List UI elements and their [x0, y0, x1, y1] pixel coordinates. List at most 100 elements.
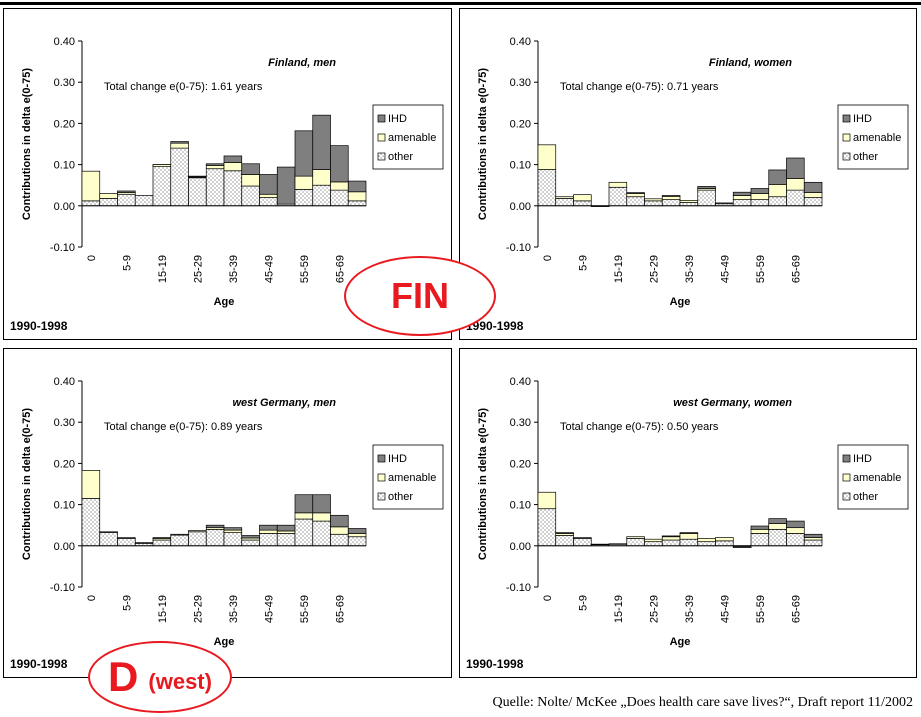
bar-amenable [661, 536, 681, 541]
bar-ihd [679, 532, 699, 534]
fin-stamp: FIN [344, 256, 496, 336]
x-tick-label: 0 [86, 255, 98, 261]
x-tick-label: 45-49 [263, 595, 275, 623]
x-tick-label: 0 [542, 595, 554, 601]
y-tick-label: 0.30 [510, 77, 531, 89]
bar-other [99, 532, 118, 547]
bar-ihd [223, 527, 243, 531]
legend-swatch-amenable [377, 133, 386, 142]
bar-other [679, 538, 699, 547]
x-tick-label: 55-59 [299, 255, 311, 283]
y-axis-label: Contributions in delta e(0-75) [477, 68, 489, 221]
bar-other [81, 200, 101, 207]
bar-other [786, 189, 805, 207]
total-change-annotation: Total change e(0-75): 1.61 years [104, 81, 263, 93]
bar-amenable [555, 196, 574, 199]
bar-ihd [786, 157, 805, 179]
y-tick-label: -0.10 [506, 582, 531, 594]
bar-ihd [750, 525, 770, 530]
bar-other [117, 193, 136, 207]
bar-amenable [223, 162, 243, 172]
y-tick-label: -0.10 [506, 242, 531, 254]
bar-amenable [81, 170, 101, 202]
bar-other [732, 199, 752, 207]
chart-west-germany-men: -0.10 0.00 0.10 0.20 0.30 0.40 Contributions i… [21, 376, 444, 648]
bar-other [312, 184, 331, 207]
bar-ihd [241, 163, 260, 175]
x-axis-label: Age [214, 296, 235, 308]
chart-west-germany-women: -0.10 0.00 0.10 0.20 0.30 0.40 Contributions i… [477, 376, 909, 648]
x-tick-label: 65-69 [334, 595, 346, 623]
x-tick-label: 55-59 [755, 255, 767, 283]
y-tick-label: 0.40 [510, 376, 531, 388]
legend-label-amenable: amenable [853, 472, 901, 484]
d-stamp-sub-label: (west) [148, 669, 212, 694]
bar-amenable [715, 202, 734, 205]
bar-amenable [99, 193, 118, 199]
legend-swatch-ihd [842, 454, 851, 463]
bar-amenable [732, 195, 752, 200]
bar-other [768, 528, 787, 547]
bar-other [81, 498, 101, 547]
bar-amenable [626, 193, 645, 198]
bar-amenable [608, 543, 628, 545]
bar-amenable [347, 533, 367, 538]
x-tick-label: 45-49 [719, 595, 731, 623]
bar-other [537, 169, 557, 207]
fin-stamp-label: FIN [391, 275, 449, 316]
y-tick-label: 0.30 [54, 77, 75, 89]
bar-amenable [573, 537, 592, 539]
bar-ihd [259, 174, 278, 195]
bar-amenable [768, 523, 787, 530]
period-label: 1990-1998 [466, 657, 524, 671]
x-tick-label: 55-59 [755, 595, 767, 623]
legend-swatch-ihd [377, 114, 386, 123]
legend-label-other: other [388, 491, 413, 503]
bar-amenable [276, 530, 296, 534]
bar-other [644, 200, 663, 207]
y-tick-label: 0.00 [510, 201, 531, 213]
bar-other [644, 541, 663, 547]
chart-title: Finland, women [709, 57, 792, 69]
bar-other [537, 508, 557, 547]
bar-other [241, 539, 260, 547]
bar-other [803, 197, 823, 207]
bar-amenable [152, 164, 172, 168]
bar-other [134, 195, 154, 207]
bar-amenable [188, 530, 207, 533]
bar-amenable [608, 181, 628, 188]
y-tick-label: 0.10 [510, 500, 531, 512]
total-change-annotation: Total change e(0-75): 0.71 years [560, 81, 719, 93]
x-axis-label: Age [670, 296, 691, 308]
x-tick-label: 0 [86, 595, 98, 601]
bar-other [697, 189, 716, 207]
bar-other [786, 533, 805, 547]
bar-amenable [259, 193, 278, 198]
bar-other [573, 200, 592, 207]
x-tick-label: 5-9 [121, 255, 133, 271]
legend-swatch-ihd [377, 454, 386, 463]
bar-other [294, 518, 314, 547]
chart-panel-west-germany-women: -0.10 0.00 0.10 0.20 0.30 0.40 Contributions i… [459, 348, 917, 678]
total-change-annotation: Total change e(0-75): 0.89 years [104, 421, 263, 433]
bar-other [555, 535, 574, 547]
bar-other [573, 538, 592, 547]
bar-other [330, 189, 349, 207]
chart-panel-finland-men: -0.10 0.00 0.10 0.20 0.30 0.40 Contributions i… [3, 8, 452, 340]
legend-label-other: other [853, 151, 878, 163]
x-tick-label: 35-39 [228, 255, 240, 283]
bar-amenable [170, 533, 189, 536]
x-tick-label: 65-69 [334, 255, 346, 283]
top-rule [0, 2, 921, 5]
period-label: 1990-1998 [10, 657, 68, 671]
y-tick-label: 0.20 [54, 118, 75, 130]
legend-label-amenable: amenable [388, 132, 436, 144]
bar-ihd [330, 514, 349, 528]
bar-other [608, 186, 628, 207]
bar-other [661, 199, 681, 207]
y-tick-label: 0.00 [510, 541, 531, 553]
legend-label-ihd: IHD [853, 113, 872, 125]
bar-amenable [330, 526, 349, 535]
x-tick-label: 35-39 [684, 595, 696, 623]
bar-ihd [661, 535, 681, 538]
